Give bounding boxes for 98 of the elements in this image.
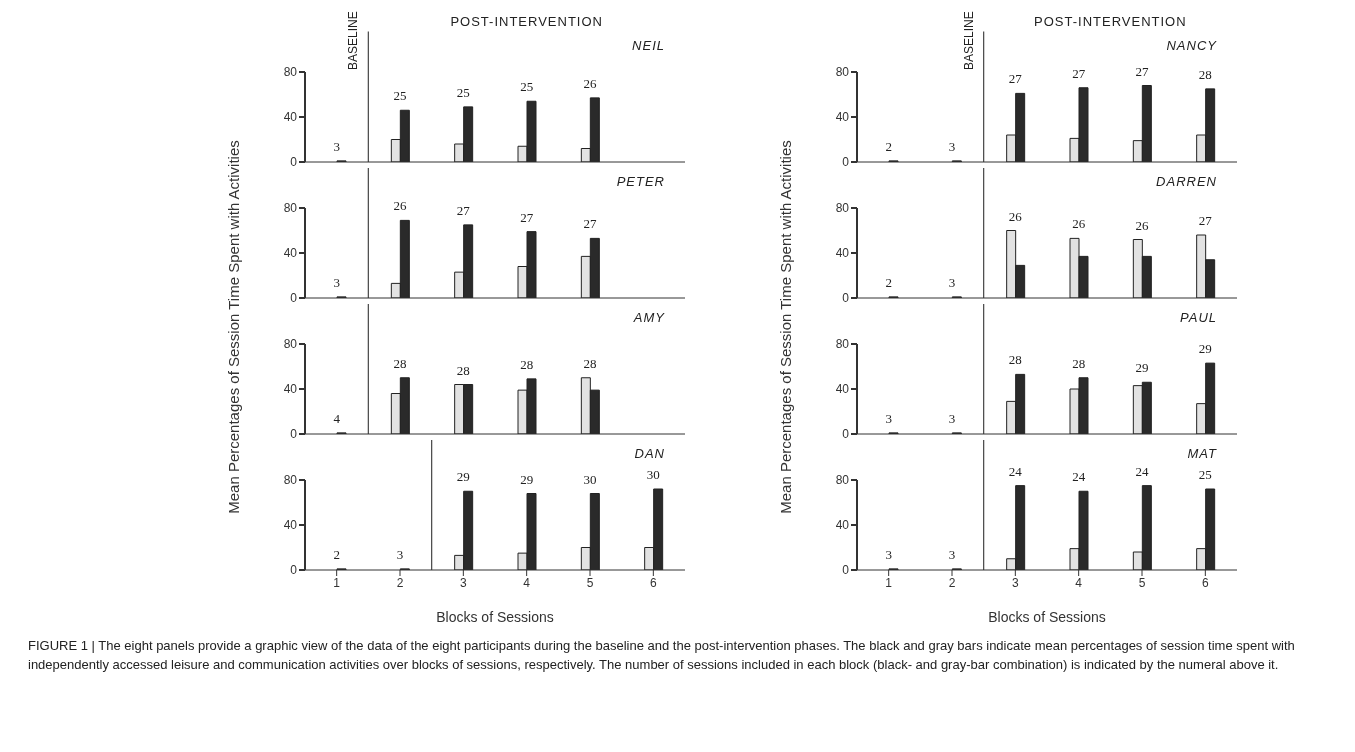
text: BASELINE (346, 11, 361, 70)
annotation: 29 (1198, 341, 1212, 357)
y-tick-label: 80 (283, 201, 298, 216)
annotation: 4 (333, 410, 341, 426)
annotation: 2 (885, 138, 892, 154)
y-tick-label: 80 (283, 473, 298, 488)
x-tick-label: 3 (1011, 575, 1019, 590)
x-tick-label: 2 (396, 575, 404, 590)
y-tick-label: 0 (290, 155, 298, 170)
y-axis-title: Mean Percentages of Session Time Spent with Activities (776, 140, 794, 515)
chart-title: NEIL (632, 38, 665, 53)
text: BASELINE (961, 11, 976, 70)
annotation: 3 (948, 138, 956, 154)
y-tick-label: 0 (842, 563, 850, 578)
annotation: 2 (885, 274, 892, 290)
annotation: 26 (1008, 208, 1023, 224)
annotation: 28 (520, 356, 534, 372)
annotation: 28 (456, 362, 470, 378)
x-tick-label: 3 (459, 575, 467, 590)
annotation: 29 (456, 469, 470, 485)
annotation: 3 (885, 546, 892, 562)
text: POST-INTERVENTION (1033, 14, 1188, 29)
y-tick-label: 40 (835, 110, 850, 125)
x-tick-label: 6 (649, 575, 657, 590)
y-tick-label: 40 (835, 246, 850, 261)
x-tick-label: 5 (586, 575, 594, 590)
annotation: 29 (1135, 360, 1149, 376)
x-tick-label: 4 (1075, 575, 1083, 590)
annotation: 25 (393, 88, 407, 104)
y-tick-label: 0 (842, 291, 850, 306)
annotation: 27 (456, 202, 471, 218)
y-tick-label: 80 (835, 201, 850, 216)
annotation: 25 (1198, 467, 1212, 482)
annotation: 25 (456, 84, 470, 100)
annotation: 3 (948, 546, 956, 562)
annotation: 27 (520, 209, 534, 225)
annotation: 27 (1072, 65, 1086, 81)
annotation: 27 (1008, 71, 1023, 87)
annotation: 3 (396, 546, 404, 562)
annotation: 3 (885, 410, 892, 426)
annotation: 30 (583, 471, 597, 487)
chart-title: PETER (616, 174, 665, 189)
annotation: 24 (1008, 463, 1023, 479)
y-tick-label: 40 (283, 246, 298, 261)
x-tick-label: 5 (1138, 575, 1146, 590)
y-tick-label: 40 (835, 382, 850, 397)
x-axis-title: Blocks of Sessions (988, 609, 1106, 625)
y-tick-label: 0 (290, 563, 298, 578)
annotation: 28 (583, 355, 597, 371)
chart-title: DAN (634, 446, 665, 461)
y-tick-label: 80 (835, 65, 850, 80)
y-tick-label: 0 (842, 427, 850, 442)
annotation: 26 (393, 198, 407, 214)
x-axis-title: Blocks of Sessions (436, 609, 554, 625)
x-tick-label: 1 (333, 575, 341, 590)
x-tick-label: 4 (523, 575, 531, 590)
annotation: 24 (1135, 463, 1149, 479)
chart-title: NANCY (1166, 38, 1217, 53)
y-tick-label: 40 (835, 518, 850, 533)
text: POST-INTERVENTION (449, 14, 604, 29)
annotation: 28 (1072, 355, 1086, 371)
caption: FIGURE 1 | The eight panels provide a graphic view of the data of the eight participants during the baseline and the post-intervention phases. The black and gray bars indicate mean percentages of session time spent with independently accessed leisure and communication activities over blocks of sessions, respectively. The number of sessions included in each block (black- and gray-bar combination) is indicated by the numeral above it. (28, 637, 1296, 674)
y-tick-label: 80 (283, 65, 298, 80)
y-tick-label: 0 (290, 427, 298, 442)
annotation: 26 (583, 75, 597, 91)
annotation: 28 (1198, 66, 1212, 82)
y-tick-label: 40 (283, 110, 298, 125)
annotation: 27 (583, 216, 597, 232)
x-tick-label: 2 (948, 575, 956, 590)
y-tick-label: 0 (290, 291, 298, 306)
annotation: 3 (948, 274, 956, 290)
x-tick-label: 1 (885, 575, 893, 590)
annotation: 28 (1008, 352, 1022, 368)
annotation: 30 (646, 467, 660, 482)
annotation: 3 (948, 410, 956, 426)
chart-title: DARREN (1156, 174, 1217, 189)
annotation: 26 (1135, 217, 1149, 233)
annotation: 24 (1072, 469, 1086, 485)
y-tick-label: 80 (835, 337, 850, 352)
chart-title: AMY (633, 310, 665, 325)
chart-title: PAUL (1180, 310, 1217, 325)
x-tick-label: 6 (1201, 575, 1209, 590)
annotation: 25 (520, 79, 534, 95)
annotation: 3 (333, 274, 340, 290)
annotation: 28 (393, 355, 407, 371)
annotation: 2 (333, 546, 340, 562)
annotation: 29 (520, 471, 534, 487)
chart-title: MAT (1187, 446, 1217, 461)
y-axis-title: Mean Percentages of Session Time Spent with Activities (224, 140, 242, 515)
y-tick-label: 80 (835, 473, 850, 488)
y-tick-label: 40 (283, 382, 298, 397)
y-tick-label: 0 (842, 155, 850, 170)
y-tick-label: 80 (283, 337, 298, 352)
annotation: 3 (333, 138, 340, 154)
annotation: 27 (1198, 213, 1213, 228)
y-tick-label: 40 (283, 518, 298, 533)
annotation: 26 (1072, 216, 1086, 232)
annotation: 27 (1135, 63, 1149, 79)
